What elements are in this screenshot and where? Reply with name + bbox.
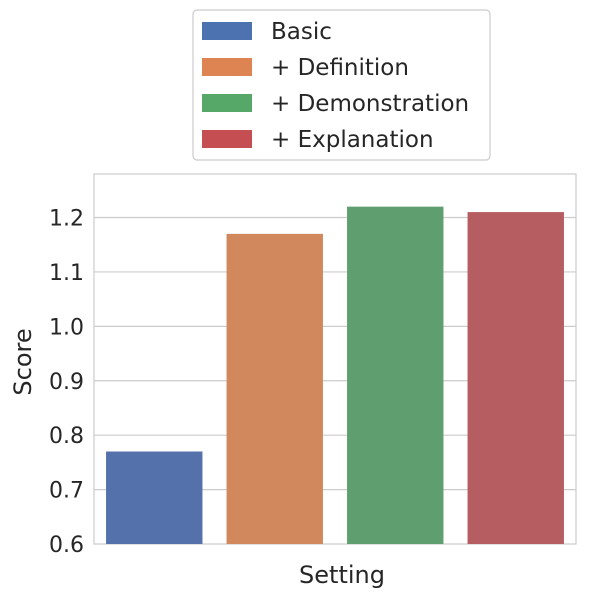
y-tick-label: 1.1 bbox=[49, 261, 84, 286]
legend-label: + Definition bbox=[271, 55, 409, 81]
y-tick-labels: 0.6 0.7 0.8 0.9 1.0 1.1 1.2 bbox=[49, 207, 84, 558]
y-tick-label: 1.2 bbox=[49, 207, 84, 232]
bar bbox=[106, 451, 203, 544]
y-axis-title: Score bbox=[9, 328, 37, 395]
bars bbox=[106, 206, 564, 544]
y-tick-label: 0.8 bbox=[49, 424, 84, 449]
bar bbox=[226, 233, 323, 544]
legend: Basic + Definition + Demonstration + Explan… bbox=[192, 9, 491, 161]
legend-label: + Demonstration bbox=[271, 91, 469, 117]
legend-label: + Explanation bbox=[271, 127, 434, 153]
plot-area: 0.6 0.7 0.8 0.9 1.0 1.1 1.2 bbox=[49, 173, 577, 558]
legend-swatch bbox=[202, 58, 252, 76]
legend-swatch bbox=[202, 94, 252, 112]
x-axis-title: Setting bbox=[299, 561, 385, 589]
legend-swatch bbox=[202, 22, 252, 40]
legend-swatch bbox=[202, 130, 252, 148]
y-tick-label: 0.9 bbox=[49, 370, 84, 395]
legend-label: Basic bbox=[271, 19, 332, 45]
legend-frame bbox=[192, 9, 491, 161]
y-tick-label: 0.7 bbox=[49, 479, 84, 504]
bar bbox=[347, 206, 444, 544]
y-tick-label: 0.6 bbox=[49, 533, 84, 558]
y-tick-label: 1.0 bbox=[49, 315, 84, 340]
bar bbox=[467, 212, 564, 544]
